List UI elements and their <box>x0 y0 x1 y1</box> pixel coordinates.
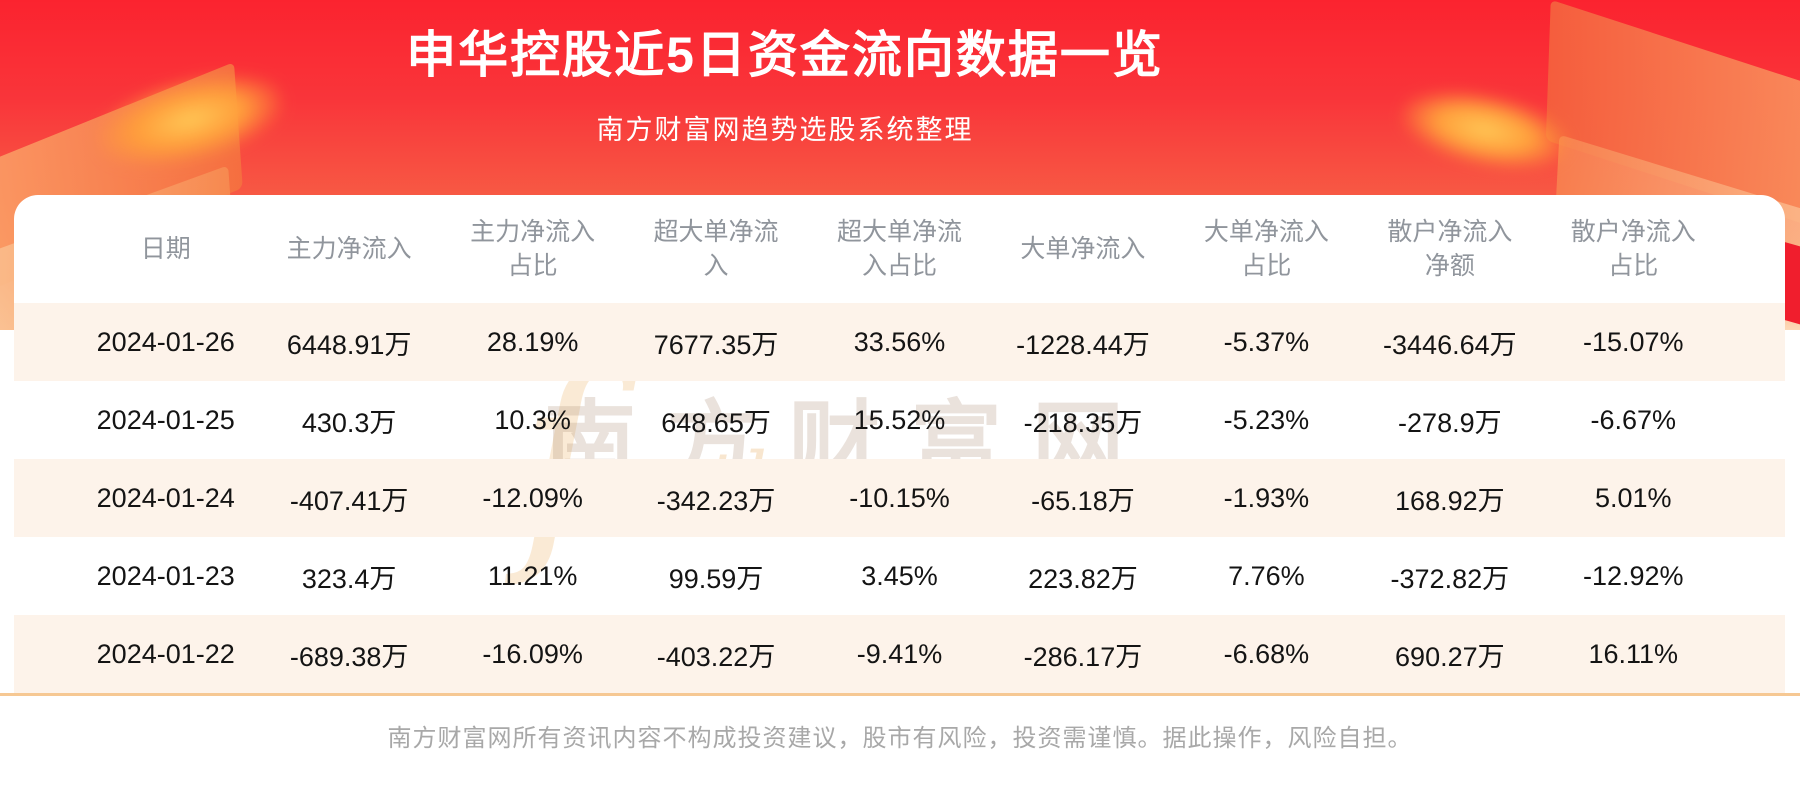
table-cell: -286.17万 <box>1023 641 1143 672</box>
table-cell: -372.82万 <box>1390 563 1510 594</box>
table-row: 2024-01-22 -689.38万 -16.09% -403.22万 -9.41% -… <box>14 615 1785 693</box>
column-header: 散户净流入占比 <box>1570 218 1696 280</box>
column-header: 日期 <box>140 235 191 263</box>
table-cell: -6.67% <box>1590 404 1677 435</box>
page-subtitle: 南方财富网趋势选股系统整理 <box>596 115 974 145</box>
table-cell: -10.15% <box>849 482 950 513</box>
table-body: 2024-01-26 6448.91万 28.19% 7677.35万 33.56% -1… <box>14 303 1785 693</box>
table-cell: -9.41% <box>856 638 943 669</box>
table-cell: -3446.64万 <box>1383 329 1517 360</box>
table-cell: -16.09% <box>482 638 583 669</box>
table-cell: -342.23万 <box>656 485 776 516</box>
title-block: 申华控股近5日资金流向数据一览 南方财富网趋势选股系统整理 <box>0 0 1570 147</box>
table-cell: 11.21% <box>487 560 578 591</box>
table-cell: 10.3% <box>494 404 571 435</box>
footer-disclaimer: 南方财富网所有资讯内容不构成投资建议，股市有风险，投资需谨慎。据此操作，风险自担… <box>387 725 1413 752</box>
date-cell: 2024-01-22 <box>96 638 235 669</box>
column-header: 大单净流入 <box>1020 235 1146 263</box>
column-header: 超大单净流入占比 <box>836 218 962 280</box>
table-cell: 99.59万 <box>668 563 764 594</box>
table-header-row: 日期 主力净流入 主力净流入占比 超大单净流入 超大单净流入占比 大单净流入 大单净流入占比… <box>14 195 1785 303</box>
table-cell: -403.22万 <box>656 641 776 672</box>
table-cell: 223.82万 <box>1028 563 1138 594</box>
table-cell: -218.35万 <box>1023 407 1143 438</box>
table-cell: 648.65万 <box>661 407 771 438</box>
table-cell: -12.09% <box>482 482 583 513</box>
table-cell: 168.92万 <box>1395 485 1505 516</box>
table-cell: 6448.91万 <box>286 329 412 360</box>
table-row: 2024-01-26 6448.91万 28.19% 7677.35万 33.56% -1… <box>14 303 1785 381</box>
table-cell: -65.18万 <box>1031 485 1135 516</box>
table-row: 2024-01-25 430.3万 10.3% 648.65万 15.52% -218.3… <box>14 381 1785 459</box>
table-cell: -6.68% <box>1223 638 1310 669</box>
table-cell: 33.56% <box>853 326 946 357</box>
table-cell: -12.92% <box>1582 560 1684 591</box>
table-cell: 5.01% <box>1594 482 1672 513</box>
table-row: 2024-01-24 -407.41万 -12.09% -342.23万 -10.15%… <box>14 459 1785 537</box>
date-cell: 2024-01-23 <box>96 560 235 591</box>
column-header: 大单净流入占比 <box>1203 218 1329 280</box>
table-cell: 28.19% <box>486 326 579 357</box>
table-cell: -1228.44万 <box>1016 329 1150 360</box>
table-cell: -689.38万 <box>289 641 409 672</box>
column-header: 主力净流入 <box>286 235 412 263</box>
table-cell: 690.27万 <box>1395 641 1505 672</box>
table-cell: -278.9万 <box>1398 407 1502 438</box>
table-cell: 3.45% <box>861 560 938 591</box>
table-cell: 7677.35万 <box>653 329 779 360</box>
table-cell: 16.11% <box>1588 638 1679 669</box>
table-cell: -407.41万 <box>289 485 409 516</box>
table-cell: 7.76% <box>1228 560 1305 591</box>
table-cell: -5.37% <box>1223 326 1310 357</box>
fund-flow-table-card: ſ 南方财富网 southmoney.com 日期主力净流入主力净流入占比超大单… <box>14 195 1785 693</box>
column-header: 超大单净流入 <box>653 218 779 280</box>
column-header: 主力净流入占比 <box>470 218 596 280</box>
date-cell: 2024-01-24 <box>96 482 235 513</box>
table-cell: -1.93% <box>1223 482 1310 513</box>
date-cell: 2024-01-26 <box>96 326 235 357</box>
table-cell: -5.23% <box>1223 404 1310 435</box>
page-title: 申华控股近5日资金流向数据一览 <box>406 27 1164 83</box>
column-header: 散户净流入净额 <box>1387 218 1513 280</box>
table-cell: 15.52% <box>853 404 946 435</box>
table-row: 2024-01-23 323.4万 11.21% 99.59万 3.45% 223.82万… <box>14 537 1785 615</box>
table-cell: 323.4万 <box>301 563 397 594</box>
date-cell: 2024-01-25 <box>96 404 235 435</box>
footer-divider <box>0 693 1800 696</box>
table-cell: -15.07% <box>1582 326 1684 357</box>
table-cell: 430.3万 <box>301 407 397 438</box>
